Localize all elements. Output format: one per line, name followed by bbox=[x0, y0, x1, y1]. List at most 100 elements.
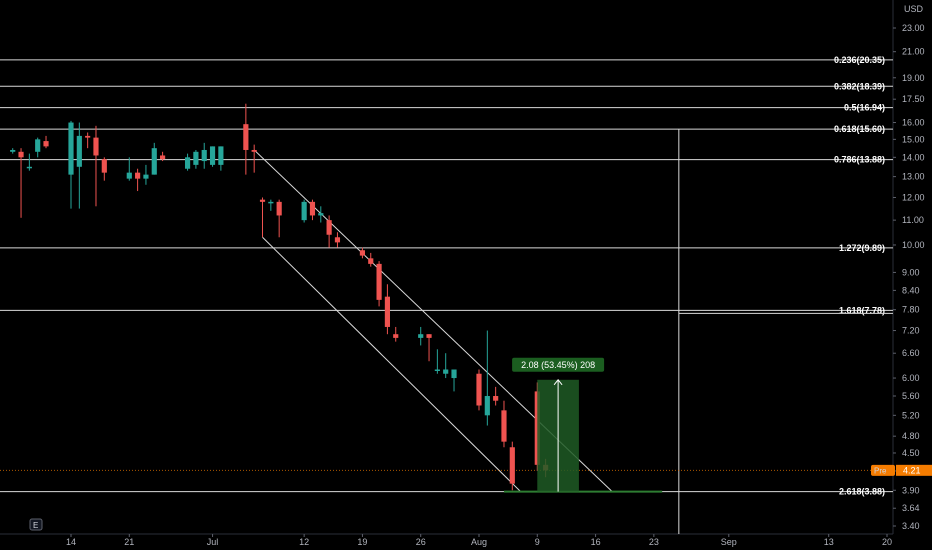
candle-body bbox=[209, 146, 216, 165]
time-tick-label: 14 bbox=[66, 537, 76, 547]
price-tick-label: 17.50 bbox=[902, 94, 925, 104]
events-badge-label: E bbox=[33, 521, 38, 530]
candle-body bbox=[484, 396, 490, 416]
time-tick-label: 19 bbox=[357, 537, 367, 547]
price-tick-label: 6.00 bbox=[902, 373, 920, 383]
candle-body bbox=[276, 201, 282, 216]
currency-label: USD bbox=[904, 4, 924, 14]
candle-body bbox=[26, 166, 32, 169]
candle-body bbox=[434, 369, 440, 371]
price-tick-label: 3.64 bbox=[902, 503, 920, 513]
candle-body bbox=[135, 172, 141, 179]
price-tick-label: 3.40 bbox=[902, 521, 920, 531]
current-price-badge: Pre 4.21 bbox=[871, 464, 932, 476]
fib-level-label: 2.618(3.88) bbox=[839, 487, 885, 497]
price-axis[interactable]: 23.00 21.00 19.00 17.50 16.00 15.00 14.00 13.00… bbox=[893, 23, 925, 531]
time-tick-label: 9 bbox=[535, 537, 540, 547]
time-tick-label: 20 bbox=[882, 537, 892, 547]
price-tick-label: 3.90 bbox=[902, 485, 920, 495]
measure-arrow-head bbox=[553, 378, 563, 386]
price-tick-label: 7.80 bbox=[902, 305, 920, 315]
time-tick-label: Jul bbox=[207, 537, 219, 547]
price-tick-label: 5.20 bbox=[902, 410, 920, 420]
time-tick-label: 12 bbox=[299, 537, 309, 547]
candle-body bbox=[160, 155, 166, 160]
fib-level-label: 0.236(20.35) bbox=[834, 55, 885, 65]
price-tick-label: 13.00 bbox=[902, 172, 925, 182]
price-tick-label: 4.50 bbox=[902, 448, 920, 458]
candle-body bbox=[243, 124, 249, 150]
price-tick-label: 21.00 bbox=[902, 47, 925, 57]
candle-body bbox=[426, 334, 432, 338]
candle-body bbox=[301, 201, 307, 221]
candle-body bbox=[93, 137, 99, 156]
candle-body bbox=[76, 135, 82, 167]
fib-level-label: 0.5(16.94) bbox=[844, 103, 885, 113]
candle-body bbox=[35, 139, 41, 152]
candle-body bbox=[509, 447, 515, 484]
fibonacci-levels: 0.236(20.35) 0.382(18.39) 0.5(16.94) 0.618(… bbox=[0, 55, 893, 497]
price-tick-label: 23.00 bbox=[902, 23, 925, 33]
candle-body bbox=[101, 159, 107, 173]
price-badge-value: 4.21 bbox=[903, 465, 921, 475]
candle-body bbox=[368, 258, 374, 264]
measure-label-bg bbox=[512, 357, 605, 372]
candle-body bbox=[68, 122, 74, 175]
measure-label: 2.08 (53.45%) 208 bbox=[521, 360, 595, 370]
time-tick-label: Aug bbox=[471, 537, 487, 547]
price-badge-label: Pre bbox=[874, 466, 887, 475]
candle-body bbox=[43, 141, 49, 147]
candle-body bbox=[201, 149, 207, 162]
measure-tool[interactable]: 2.08 (53.45%) 208 bbox=[512, 357, 605, 492]
candle-body bbox=[85, 135, 91, 138]
candle-body bbox=[193, 151, 199, 165]
time-tick-label: 23 bbox=[649, 537, 659, 547]
candle-body bbox=[151, 148, 157, 175]
fib-level-label: 0.786(13.88) bbox=[834, 155, 885, 165]
price-tick-label: 6.60 bbox=[902, 348, 920, 358]
candle-body bbox=[418, 334, 424, 338]
candle-body bbox=[218, 146, 224, 165]
price-tick-label: 19.00 bbox=[902, 73, 925, 83]
candle-body bbox=[501, 410, 507, 442]
candle-body bbox=[126, 172, 132, 179]
candle-body bbox=[309, 201, 316, 216]
time-axis[interactable]: 14 21 Jul 12 19 26 Aug 9 16 23 Sep 13 20 bbox=[66, 534, 892, 547]
candle-body bbox=[393, 334, 399, 338]
candle-body bbox=[476, 373, 482, 406]
fib-level-label: 0.618(15.60) bbox=[834, 124, 885, 134]
price-tick-label: 9.00 bbox=[902, 267, 920, 277]
candle-body bbox=[334, 237, 341, 243]
candle-body bbox=[318, 213, 324, 216]
time-tick-label: 26 bbox=[416, 537, 426, 547]
price-tick-label: 11.00 bbox=[902, 215, 924, 225]
candle-body bbox=[359, 250, 366, 256]
grid-layer bbox=[0, 0, 894, 535]
price-tick-label: 5.60 bbox=[902, 391, 920, 401]
candle-body bbox=[259, 199, 266, 202]
candle-body bbox=[376, 263, 382, 300]
fib-level-label: 1.618(7.78) bbox=[839, 305, 885, 315]
candle-body bbox=[143, 174, 149, 179]
candle-body bbox=[443, 369, 449, 374]
time-tick-label: 21 bbox=[124, 537, 134, 547]
candle-body bbox=[451, 369, 457, 379]
time-tick-label: Sep bbox=[721, 537, 737, 547]
candle-body bbox=[326, 220, 332, 235]
price-tick-label: 14.00 bbox=[902, 152, 925, 162]
time-tick-label: 16 bbox=[591, 537, 601, 547]
price-tick-label: 10.00 bbox=[902, 240, 925, 250]
channel-lower-line bbox=[262, 236, 521, 492]
price-tick-label: 12.00 bbox=[902, 192, 925, 202]
candle-body bbox=[268, 201, 274, 204]
events-badge[interactable]: E bbox=[29, 518, 43, 531]
candle-body bbox=[18, 151, 24, 158]
fib-level-label: 0.382(18.39) bbox=[834, 81, 885, 91]
candle-body bbox=[493, 396, 499, 401]
price-tick-label: 15.00 bbox=[902, 134, 925, 144]
candle-body bbox=[184, 157, 191, 169]
price-tick-label: 4.80 bbox=[902, 431, 920, 441]
fib-level-label: 1.272(9.89) bbox=[839, 243, 885, 253]
